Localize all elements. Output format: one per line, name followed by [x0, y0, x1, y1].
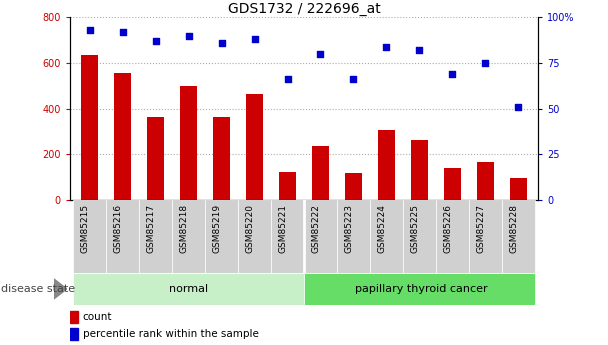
Text: GSM85219: GSM85219 [213, 204, 221, 253]
Title: GDS1732 / 222696_at: GDS1732 / 222696_at [227, 2, 381, 16]
Point [250, 37, 260, 42]
Bar [313, 146, 329, 200]
Text: GSM85227: GSM85227 [476, 204, 485, 253]
Point [151, 38, 161, 44]
FancyBboxPatch shape [502, 200, 535, 273]
Point [348, 77, 358, 82]
Bar [246, 94, 263, 200]
Bar [147, 117, 164, 200]
FancyBboxPatch shape [238, 200, 271, 273]
Text: GSM85216: GSM85216 [114, 204, 123, 253]
FancyBboxPatch shape [304, 200, 337, 273]
Text: normal: normal [169, 284, 208, 294]
FancyBboxPatch shape [337, 200, 370, 273]
Point [415, 47, 424, 53]
Text: count: count [83, 312, 112, 322]
FancyBboxPatch shape [139, 200, 172, 273]
FancyBboxPatch shape [73, 200, 106, 273]
Text: GSM85223: GSM85223 [345, 204, 353, 253]
FancyBboxPatch shape [106, 200, 139, 273]
Text: GSM85218: GSM85218 [179, 204, 188, 253]
Polygon shape [54, 279, 67, 299]
Text: GSM85224: GSM85224 [378, 204, 387, 253]
Point [480, 60, 490, 66]
FancyBboxPatch shape [469, 200, 502, 273]
Point [513, 104, 523, 110]
Bar [411, 139, 427, 200]
Bar [279, 171, 295, 200]
Text: percentile rank within the sample: percentile rank within the sample [83, 329, 258, 339]
Point [382, 44, 392, 49]
Point [85, 27, 95, 33]
FancyBboxPatch shape [172, 200, 205, 273]
Bar [213, 117, 230, 200]
FancyBboxPatch shape [370, 200, 403, 273]
Bar [70, 328, 78, 340]
Point [216, 40, 226, 46]
Text: GSM85221: GSM85221 [278, 204, 288, 253]
FancyBboxPatch shape [304, 273, 535, 305]
FancyBboxPatch shape [271, 200, 304, 273]
FancyBboxPatch shape [73, 273, 304, 305]
Point [184, 33, 193, 38]
Bar [510, 178, 527, 200]
Text: GSM85220: GSM85220 [246, 204, 255, 253]
Text: GSM85215: GSM85215 [81, 204, 90, 253]
Bar [444, 168, 461, 200]
Point [118, 29, 128, 34]
Bar [114, 73, 131, 200]
FancyBboxPatch shape [403, 200, 436, 273]
FancyBboxPatch shape [205, 200, 238, 273]
Text: papillary thyroid cancer: papillary thyroid cancer [354, 284, 488, 294]
Point [316, 51, 325, 57]
Bar [477, 162, 494, 200]
Bar [378, 130, 395, 200]
Bar [181, 86, 197, 200]
Text: disease state: disease state [1, 284, 75, 294]
Bar [70, 310, 78, 323]
Text: GSM85228: GSM85228 [510, 204, 518, 253]
Text: GSM85222: GSM85222 [311, 204, 320, 253]
Point [283, 77, 292, 82]
FancyBboxPatch shape [436, 200, 469, 273]
Bar [81, 55, 98, 200]
Text: GSM85217: GSM85217 [147, 204, 156, 253]
Text: GSM85226: GSM85226 [443, 204, 452, 253]
Point [447, 71, 457, 77]
Bar [345, 172, 362, 200]
Text: GSM85225: GSM85225 [410, 204, 420, 253]
